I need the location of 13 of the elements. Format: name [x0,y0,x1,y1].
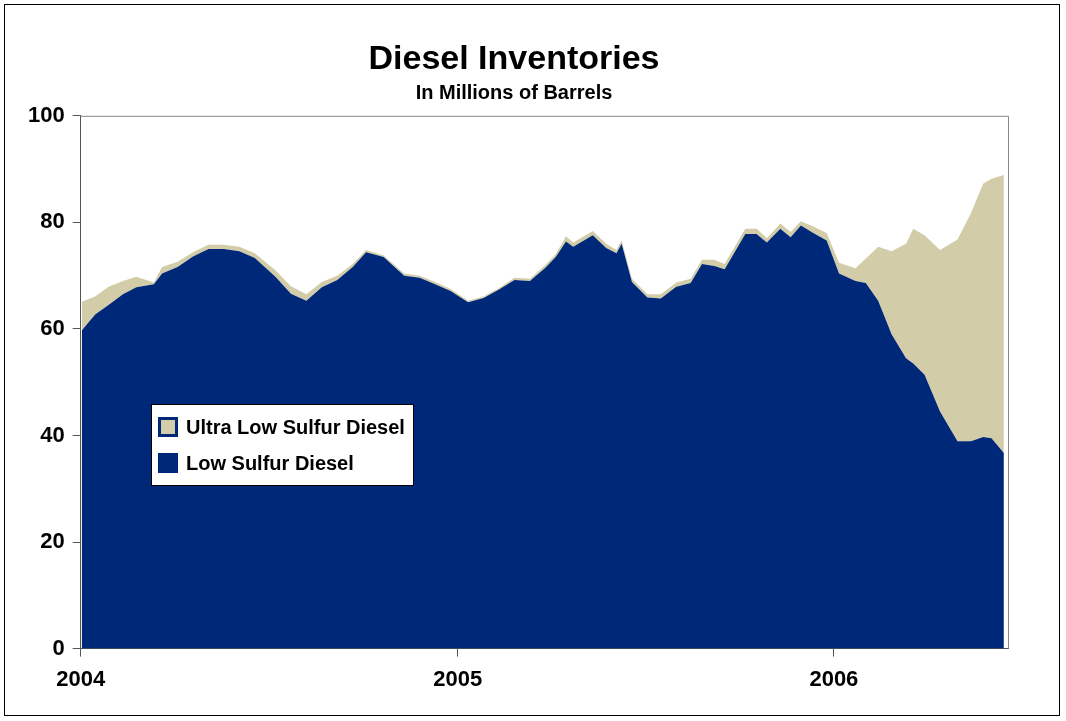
series-label: Ultra Low Sulfur Diesel [186,415,405,439]
x-tick-label: 2006 [809,665,859,691]
y-tick-label: 0 [52,634,65,660]
chart-title: Diesel Inventories [368,37,660,76]
x-tick-label: 2004 [56,665,106,691]
y-tick-label: 60 [40,314,65,340]
y-tick-label: 100 [27,101,65,127]
y-tick-label: 20 [40,528,65,554]
y-tick-label: 80 [40,208,65,234]
chart-subtitle: In Millions of Barrels [415,81,613,104]
series-label: Low Sulfur Diesel [186,451,354,475]
y-tick-label: 40 [40,421,65,447]
x-tick-label: 2005 [433,665,483,691]
